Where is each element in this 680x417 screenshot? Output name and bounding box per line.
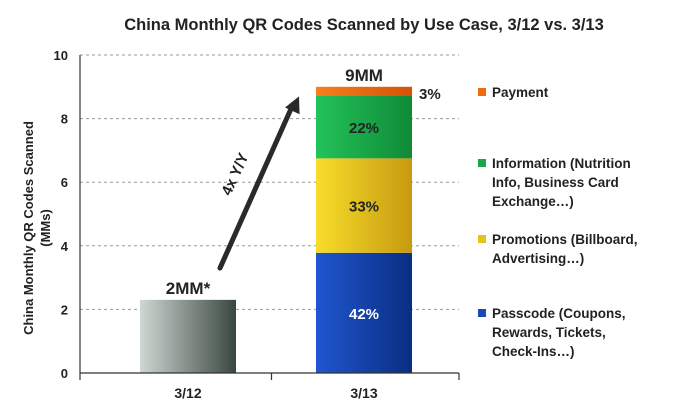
total-labels: 2MM* 9MM [166,66,383,298]
legend-entry-text: Info, Business Card [492,175,619,190]
bar-segment-passcode-3-13 [316,252,412,373]
y-tick-label: 6 [61,175,68,190]
x-tick-label: 3/12 [174,385,201,401]
x-axis-ticks: 3/12 3/13 [174,385,377,401]
legend: Payment Information (Nutrition Info, Busin… [478,85,638,359]
y-tick-label: 10 [54,48,68,63]
segment-label-payment: 3% [419,86,441,103]
legend-entry-text: Exchange…) [492,194,574,209]
growth-arrow-head [285,96,300,115]
bar-segment-payment-3-13 [316,86,412,96]
bar-segment-information-3-13 [316,95,412,159]
bars [140,86,412,373]
axes [79,55,460,380]
legend-entry-text: Advertising…) [492,251,584,266]
segment-label-promotions: 33% [349,199,379,216]
segment-label-information: 22% [349,120,379,137]
y-axis-label-line1: China Monthly QR Codes Scanned [21,121,36,335]
legend-entry-text: Check-Ins…) [492,344,575,359]
total-label: 9MM [345,66,383,85]
legend-entry-text: Passcode (Coupons, [492,306,626,321]
y-axis-ticks: 0 2 4 6 8 10 [54,48,69,381]
growth-annotation: 4x Y/Y [217,96,300,271]
total-label: 2MM* [166,279,211,298]
bar-segment-total_3_12-3-12 [140,299,236,373]
segment-label-passcode: 42% [349,306,379,323]
legend-entry-text: Promotions (Billboard, [492,232,638,247]
legend-swatch [478,88,486,96]
growth-arrow-shaft [217,101,296,271]
segment-labels: 42% 33% 22% 3% [349,86,441,323]
legend-entry-text: Payment [492,85,549,100]
y-tick-label: 4 [61,239,69,254]
legend-swatch [478,309,486,317]
y-tick-label: 0 [61,366,68,381]
chart-title: China Monthly QR Codes Scanned by Use Ca… [124,16,604,34]
legend-swatch [478,159,486,167]
y-tick-label: 2 [61,302,68,317]
bar-segment-promotions-3-13 [316,158,412,253]
y-tick-label: 8 [61,112,68,127]
legend-swatch [478,235,486,243]
legend-entry-text: Rewards, Tickets, [492,325,606,340]
growth-label: 4x Y/Y [218,150,252,198]
x-tick-label: 3/13 [350,385,377,401]
legend-entry-text: Information (Nutrition [492,156,631,171]
y-axis-label-line2: (MMs) [38,209,53,247]
